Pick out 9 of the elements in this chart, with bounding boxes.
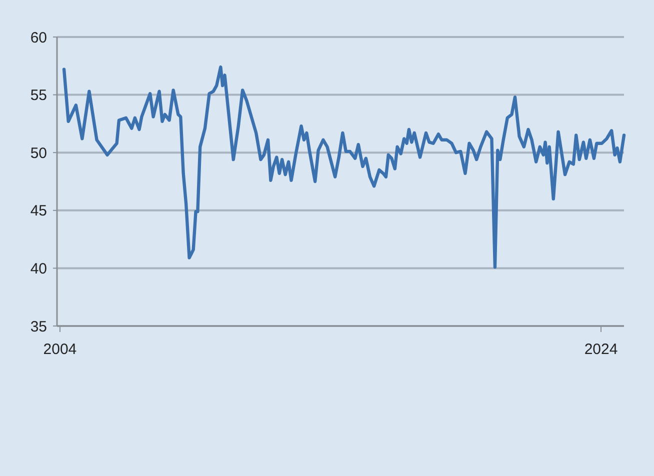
y-tick-label: 40 xyxy=(30,260,47,278)
y-tick-label: 60 xyxy=(30,29,47,46)
y-tick-label: 35 xyxy=(30,318,47,336)
x-tick-label: 2004 xyxy=(43,341,77,358)
y-tick-label: 45 xyxy=(30,202,47,220)
y-tick-label: 50 xyxy=(30,144,47,162)
x-tick-label: 2024 xyxy=(584,341,618,358)
y-tick-label: 55 xyxy=(30,87,47,104)
line-series xyxy=(62,65,626,269)
